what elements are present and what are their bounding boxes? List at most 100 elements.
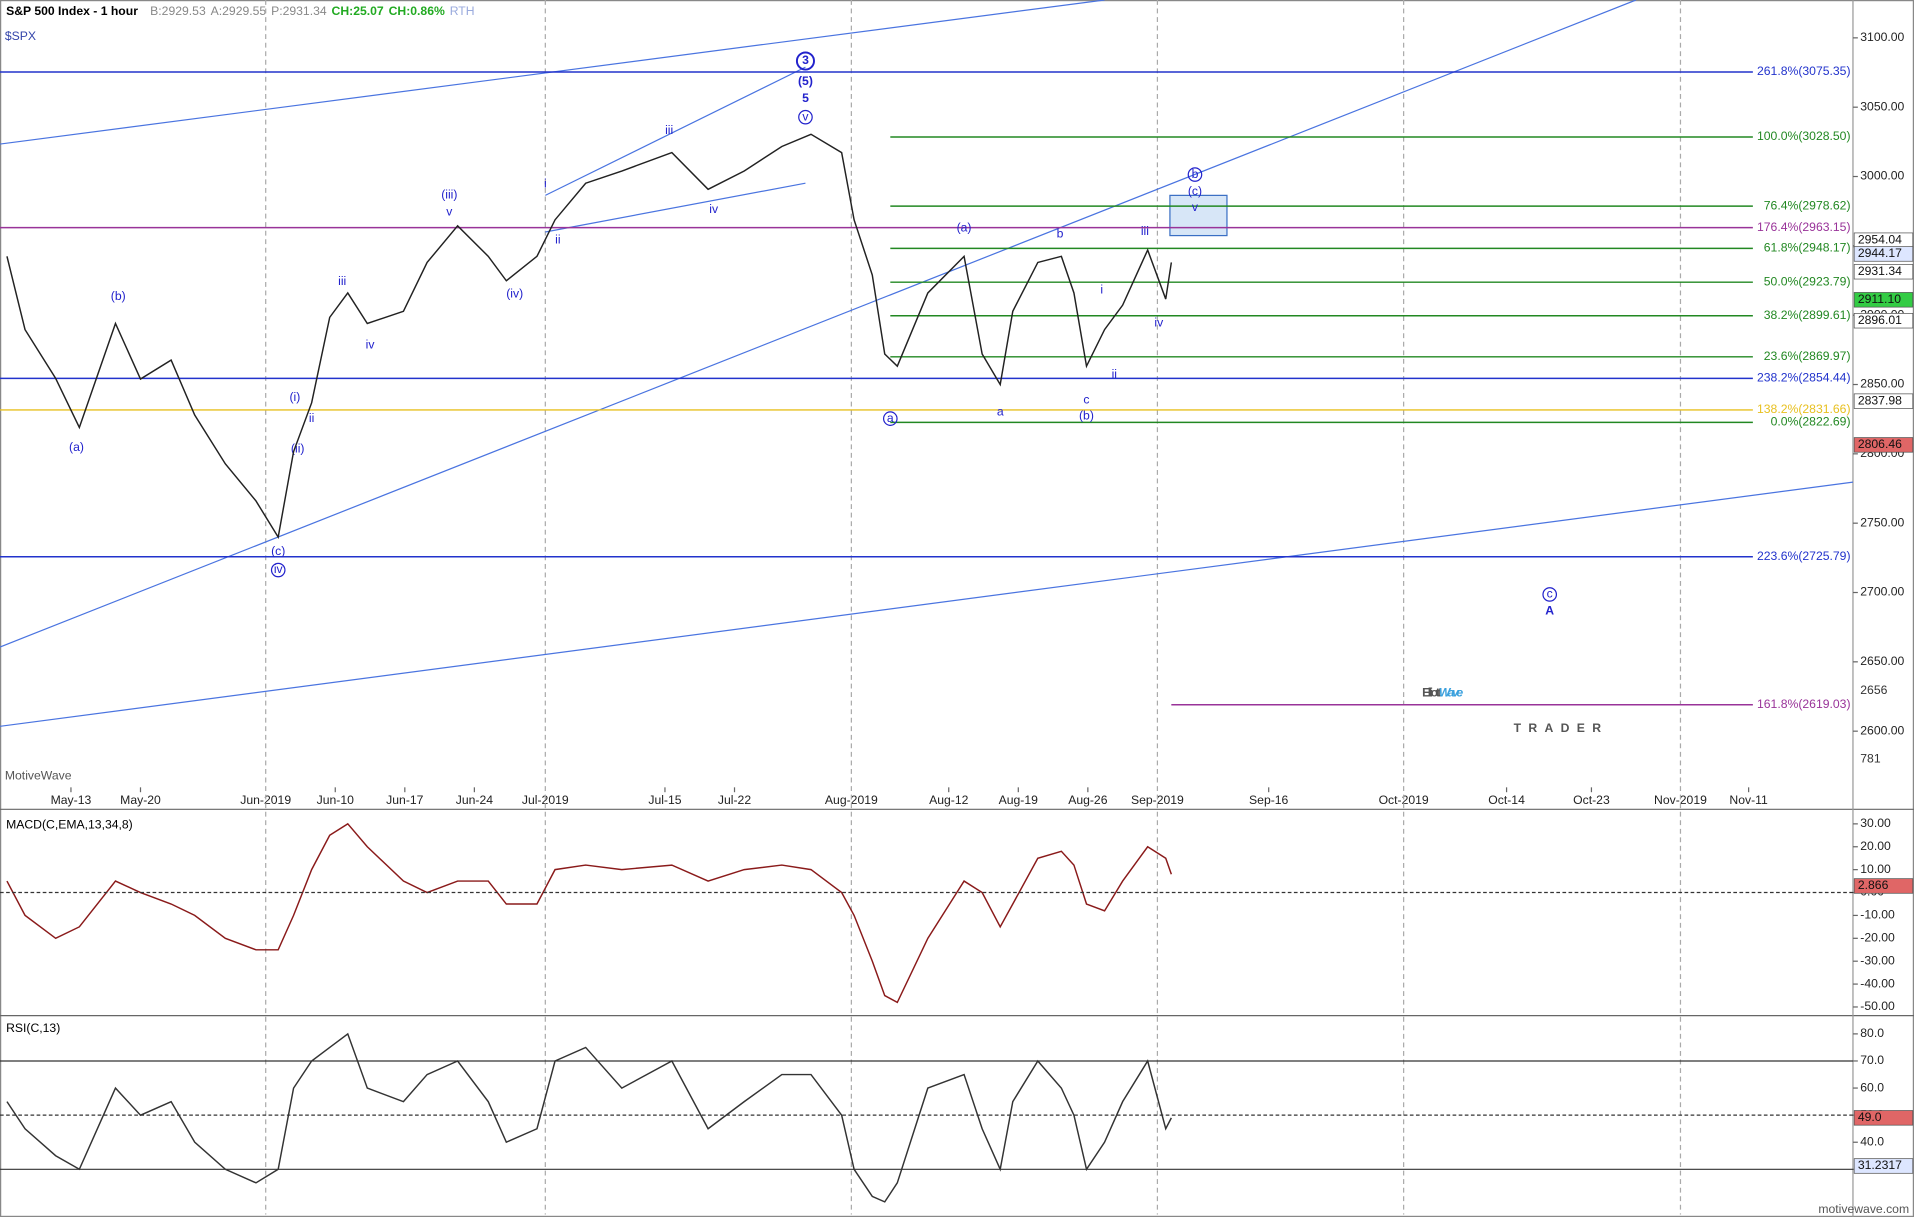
y-tick-label: 2700.00 [1860,585,1904,599]
x-tick-label: Aug-2019 [825,793,878,807]
wave-label: (b) [111,289,126,303]
price-tag-label: 2806.46 [1858,437,1902,451]
wave-label: b [1192,167,1199,181]
y-tick-label: 30.00 [1860,816,1891,830]
wave-label: a [887,411,894,425]
footer: motivewave.com [1818,1202,1909,1216]
logo: ElliottWave [1422,686,1463,700]
y-tick-label: -30.00 [1860,953,1895,967]
x-tick-label: Aug-12 [929,793,969,807]
volume-label: 2656 [1860,683,1887,697]
fib-label: 223.6%(2725.79) [1757,549,1851,563]
wave-circle [270,562,286,578]
quote: CH:0.86% [389,4,445,18]
wave-label: (5) [798,74,813,88]
wave-circle [1542,587,1558,602]
quote: B:2929.53 [150,4,206,18]
x-tick-label: Jun-17 [386,793,423,807]
y-tick-label: 60.0 [1860,1080,1884,1094]
y-tick-label: 70.0 [1860,1053,1884,1067]
fib-label: 238.2%(2854.44) [1757,371,1851,385]
wave-label: 3 [802,53,809,67]
wave-label: iv [274,562,284,576]
x-tick-label: May-20 [120,793,161,807]
y-tick-label: 10.00 [1860,862,1891,876]
y-tick-label: 2750.00 [1860,515,1904,529]
fib-label: 261.8%(3075.35) [1757,64,1851,78]
x-tick-label: Oct-2019 [1379,793,1429,807]
price-tag-label: 49.0 [1858,1110,1882,1124]
wave-label: (iii) [441,188,457,202]
fib-label: 176.4%(2963.15) [1757,220,1851,234]
wave-circle [1187,167,1203,182]
logo-sub: TRADER [1514,721,1609,735]
fib-label: 100.0%(3028.50) [1757,129,1851,143]
price-tag-label: 2944.17 [1858,246,1902,260]
x-tick-label: May-13 [51,793,92,807]
watermark: MotiveWave [5,769,72,783]
fib-label: 50.0%(2923.79) [1764,274,1851,288]
y-tick-label: 3100.00 [1860,30,1904,44]
y-tick-label: -10.00 [1860,908,1895,922]
price-tag [1853,313,1914,329]
y-tick-label: 2850.00 [1860,377,1904,391]
quote: CH:25.07 [332,4,384,18]
y-tick-label: -40.00 [1860,976,1895,990]
price-tag-label: 2954.04 [1858,232,1902,246]
wave-label: (a) [69,440,84,454]
x-tick-label: Aug-26 [1068,793,1108,807]
wave-label: v [1192,200,1199,214]
wave-label: (c) [271,544,285,558]
wave-label: (c) [1188,184,1202,198]
wave-label: c [1547,587,1553,601]
x-tick-label: Oct-23 [1573,793,1610,807]
wave-label: i [1100,283,1103,297]
quote: A:2929.55 [211,4,267,18]
x-tick-label: Nov-2019 [1654,793,1707,807]
x-tick-label: Oct-14 [1488,793,1525,807]
y-tick-label: 40.0 [1860,1134,1884,1148]
symbol: $SPX [5,29,36,43]
price-tag [1853,1158,1914,1174]
wave-label: iii [1141,224,1149,238]
wave-label: b [1057,227,1064,241]
volume-label: 781 [1860,751,1881,765]
trendline [0,481,1853,727]
wave-label: ii [555,233,560,247]
y-tick-label: 3000.00 [1860,169,1904,183]
price-tag-label: 2.866 [1858,878,1889,892]
y-tick-label: -50.00 [1860,999,1895,1013]
x-tick-label: Sep-2019 [1131,793,1184,807]
fib-label: 23.6%(2869.97) [1764,349,1851,363]
wave-label: v [446,205,453,219]
price-tag [1853,393,1914,409]
header: S&P 500 Index - 1 hour B:2929.53 A:2929.55… [6,4,474,18]
panel-title: RSI(C,13) [6,1021,60,1035]
series-line [6,822,1173,1004]
panel-title: MACD(C,EMA,13,34,8) [6,817,133,831]
wave-label: ii [309,411,314,425]
logo-part: Wave [1439,686,1464,700]
wave-label: (ii) [291,441,305,455]
fib-label: 76.4%(2978.62) [1764,198,1851,212]
x-tick-label: Aug-19 [999,793,1039,807]
trendline [545,182,806,233]
wave-circle [882,411,898,426]
price-tag-label: 2837.98 [1858,393,1902,407]
price-tag-label: 2911.10 [1858,292,1901,306]
x-tick-label: Jul-22 [718,793,751,807]
price-tag [1853,878,1914,894]
x-tick-label: Nov-11 [1729,793,1768,807]
wave-circle [795,51,815,71]
wave-label: (iv) [506,286,523,300]
fib-label: 38.2%(2899.61) [1764,308,1851,322]
y-tick-label: 2600.00 [1860,723,1904,737]
x-tick-label: Sep-16 [1249,793,1289,807]
series-line [6,133,1173,540]
price-tag [1853,264,1914,280]
x-tick-label: Jun-2019 [240,793,291,807]
fib-label: 161.8%(2619.03) [1757,697,1851,711]
